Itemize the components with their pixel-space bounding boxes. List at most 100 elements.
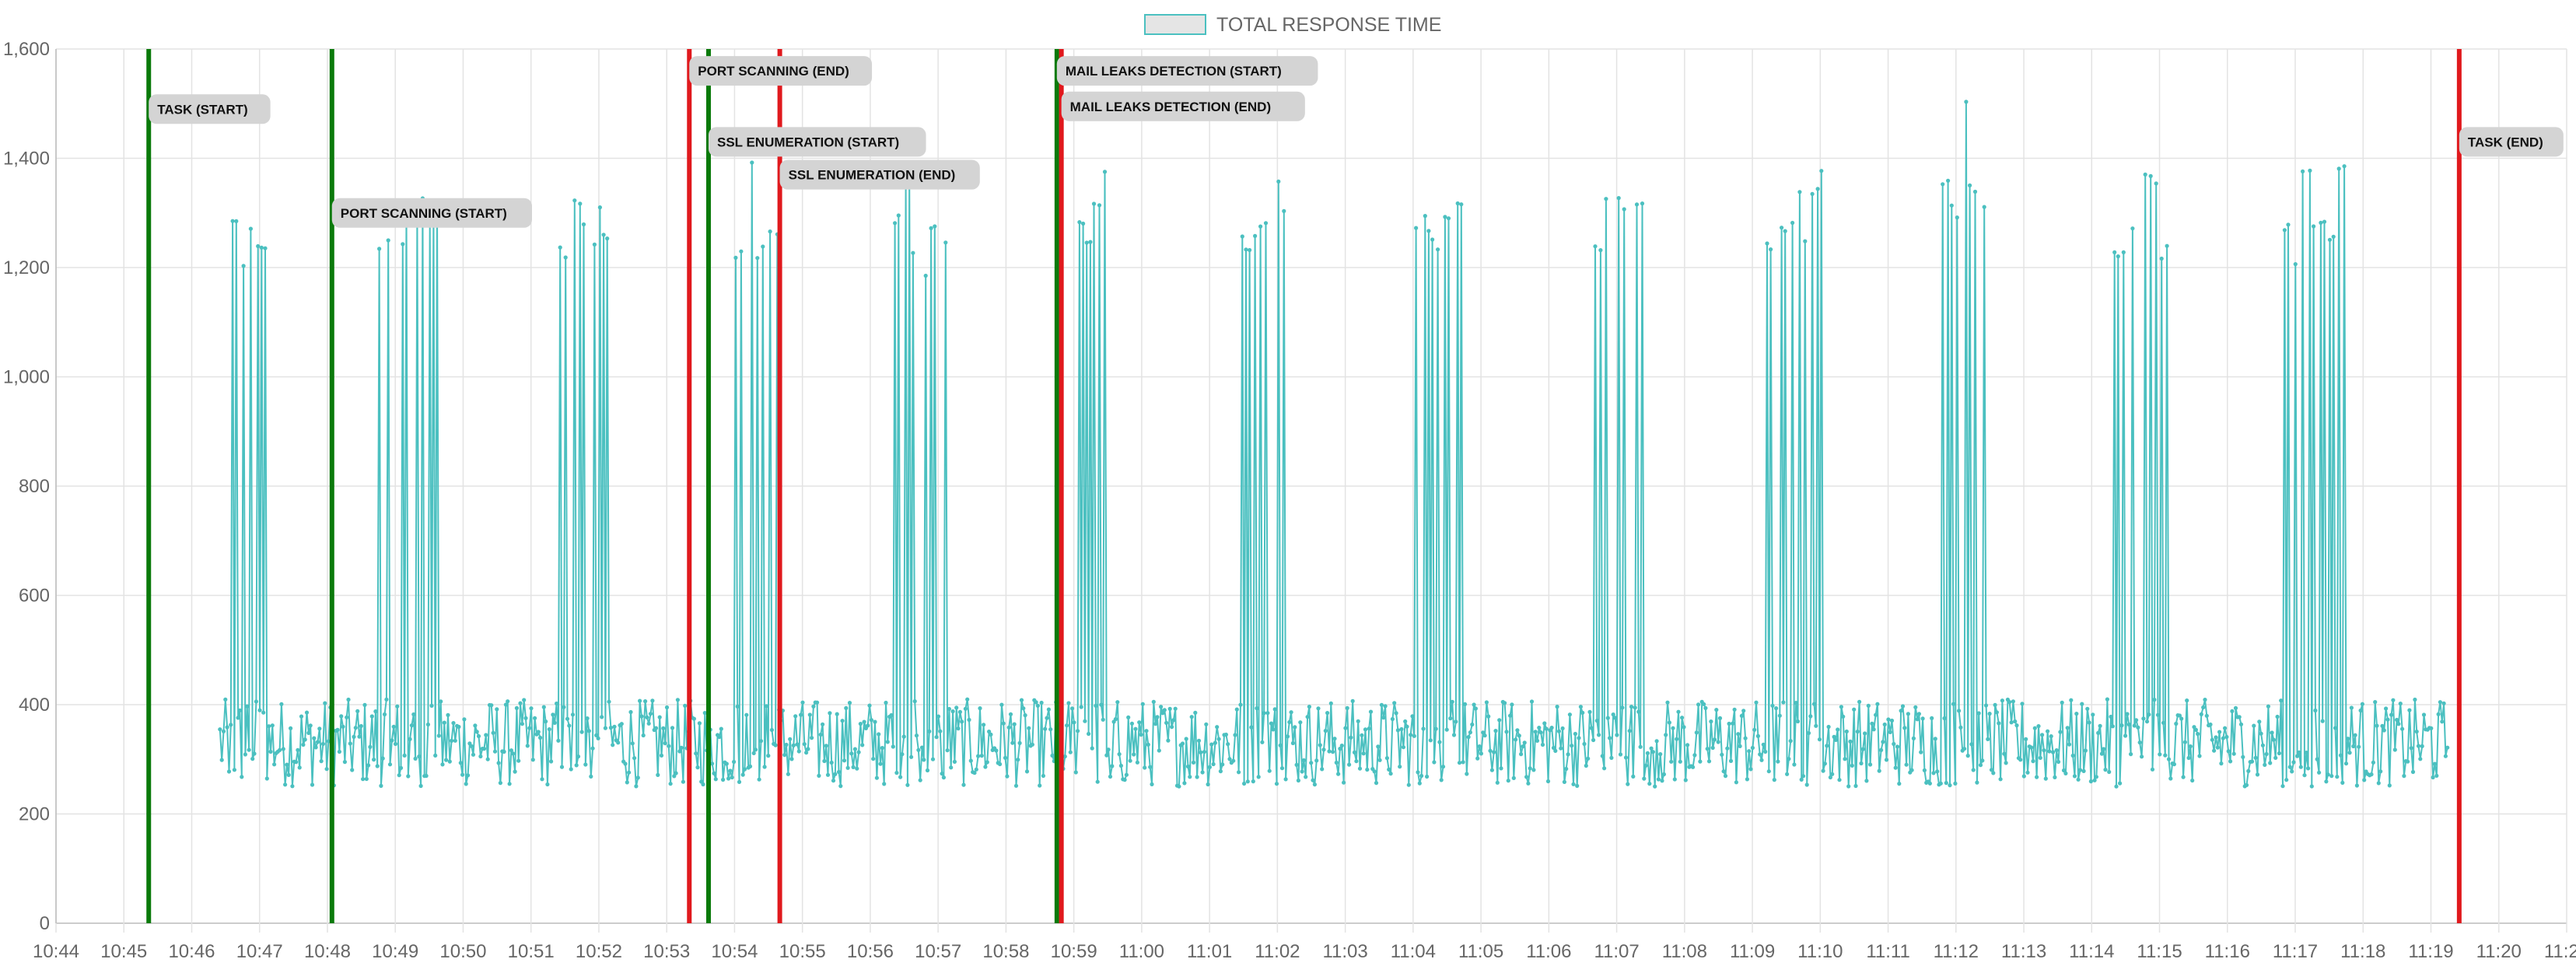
data-point — [1262, 711, 1266, 716]
data-point — [1479, 751, 1483, 756]
data-point — [1769, 247, 1773, 252]
data-point — [822, 758, 827, 764]
data-point — [730, 775, 734, 780]
data-point — [896, 213, 901, 218]
data-point — [1419, 773, 1424, 779]
data-point — [373, 709, 378, 714]
legend[interactable]: TOTAL RESPONSE TIME — [1144, 14, 1441, 36]
data-point — [2221, 736, 2225, 740]
data-point — [1274, 782, 1279, 786]
data-point — [855, 766, 859, 771]
data-point — [1593, 244, 1598, 249]
x-tick-label: 11:16 — [2205, 941, 2250, 962]
data-point — [1933, 737, 1937, 741]
data-point — [384, 697, 389, 702]
data-point — [1618, 752, 1623, 757]
data-point — [1492, 750, 1496, 754]
data-point — [885, 740, 890, 744]
data-point — [544, 719, 548, 724]
data-point — [796, 749, 801, 754]
data-point — [1102, 170, 1108, 174]
data-point — [869, 718, 873, 723]
data-point — [2353, 733, 2357, 737]
data-point — [2025, 770, 2030, 775]
data-point — [1855, 730, 1860, 734]
data-point — [1267, 768, 1272, 773]
data-point — [417, 754, 422, 759]
data-point — [710, 761, 715, 766]
data-point — [623, 761, 628, 766]
data-point — [817, 773, 821, 779]
data-point — [527, 726, 532, 730]
data-point — [525, 744, 530, 748]
data-point — [619, 722, 624, 726]
data-point — [1640, 201, 1645, 206]
data-point — [1638, 744, 1643, 749]
data-point — [2375, 723, 2379, 728]
data-point — [590, 746, 595, 751]
data-point — [840, 719, 845, 723]
data-point — [1349, 735, 1353, 740]
data-point — [1892, 741, 1896, 747]
data-point — [1758, 752, 1762, 757]
data-point — [721, 777, 726, 782]
data-point — [1826, 724, 1831, 730]
data-point — [1293, 725, 1297, 730]
data-point — [2395, 717, 2399, 723]
data-point — [2148, 173, 2153, 178]
data-point — [2253, 755, 2258, 760]
data-point — [605, 236, 610, 241]
data-point — [1676, 709, 1681, 714]
data-point — [1128, 758, 1132, 763]
data-point — [1542, 721, 1547, 726]
data-point — [237, 708, 242, 713]
data-point — [2214, 735, 2218, 740]
data-point — [1331, 750, 1335, 754]
data-point — [1185, 764, 1191, 769]
data-point — [1079, 705, 1083, 709]
data-point — [2293, 262, 2298, 267]
data-point — [1660, 779, 1664, 783]
legend-swatch[interactable] — [1144, 14, 1206, 35]
data-point — [667, 744, 671, 748]
data-point — [1537, 726, 1542, 730]
data-point — [299, 714, 304, 719]
data-point — [1989, 768, 1994, 772]
data-point — [453, 738, 457, 743]
data-point — [1522, 740, 1527, 745]
data-point — [2271, 737, 2276, 742]
data-point — [1837, 778, 1842, 782]
data-point — [612, 724, 617, 729]
data-point — [2410, 769, 2416, 775]
data-point — [2056, 759, 2061, 765]
data-point — [670, 726, 675, 730]
data-point — [256, 243, 261, 249]
data-point — [1285, 734, 1290, 739]
data-point — [1591, 737, 1596, 743]
data-point — [391, 724, 396, 729]
data-point — [1406, 782, 1411, 787]
data-point — [530, 758, 535, 762]
data-point — [2369, 772, 2374, 777]
data-point — [306, 730, 311, 736]
data-point — [1853, 783, 1858, 789]
data-point — [1135, 760, 1139, 765]
data-point — [2249, 759, 2255, 764]
data-point — [744, 712, 749, 717]
data-point — [1034, 700, 1038, 705]
data-point — [967, 717, 971, 723]
data-point — [697, 721, 702, 726]
data-point — [1748, 767, 1753, 772]
data-point — [2000, 698, 2004, 703]
legend-label[interactable]: TOTAL RESPONSE TIME — [1216, 14, 1441, 36]
data-point — [1770, 703, 1775, 708]
data-point — [2077, 768, 2083, 772]
x-tick-label: 11:15 — [2137, 941, 2182, 962]
data-point — [495, 707, 499, 712]
data-point — [961, 782, 966, 787]
data-point — [533, 716, 537, 720]
data-point — [1545, 779, 1551, 784]
data-point — [1104, 753, 1109, 758]
data-point — [1289, 710, 1293, 715]
data-point — [570, 712, 576, 717]
